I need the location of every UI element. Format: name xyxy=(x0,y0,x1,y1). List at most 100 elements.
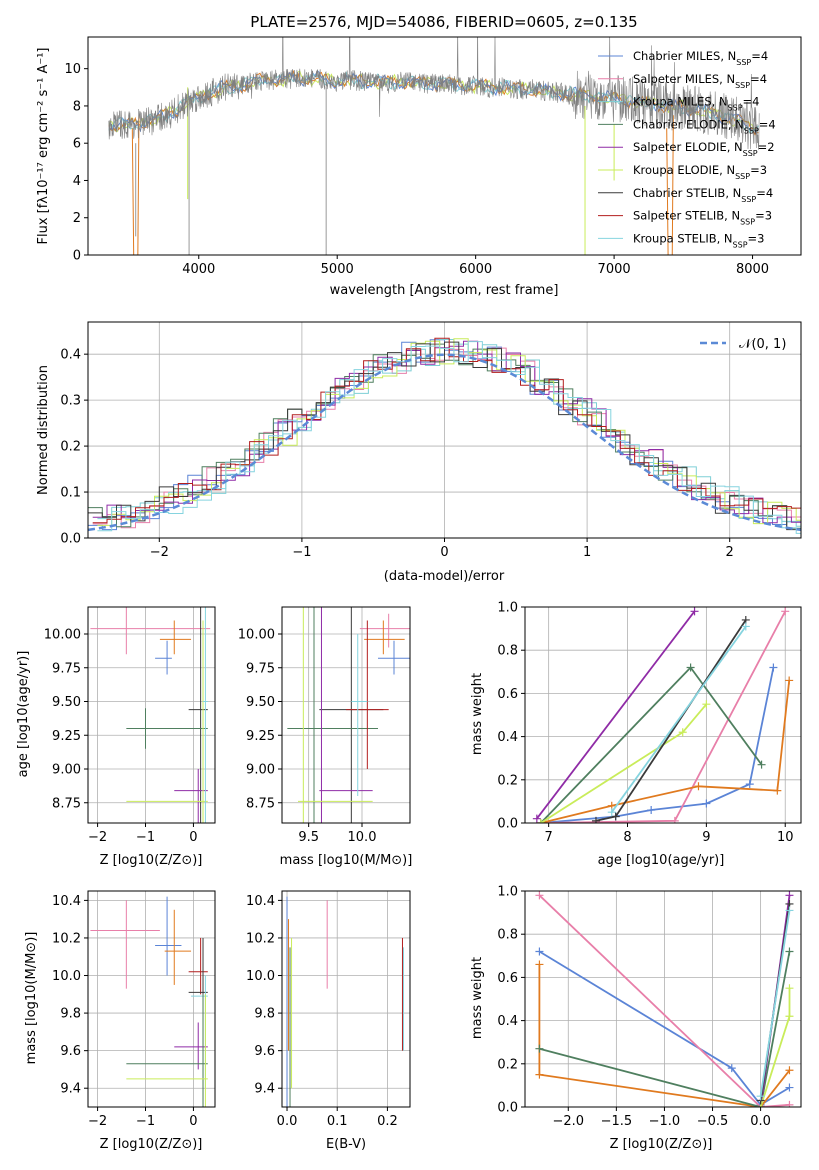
p3-xtick-label: −1 xyxy=(136,830,155,845)
histogram-xlabel: (data-model)/error xyxy=(384,569,505,584)
histogram-ytick-label: 0.2 xyxy=(60,440,81,455)
spectrum-xtick-label: 5000 xyxy=(321,262,354,277)
histogram-ytick-label: 0.1 xyxy=(60,486,81,501)
p4-ytick-label: 9.00 xyxy=(246,763,275,778)
p6-xlabel: Z [log10(Z/Z⊙)] xyxy=(100,1137,203,1152)
spectrum-frame xyxy=(87,36,802,256)
histogram-xtick-label: 2 xyxy=(726,545,734,560)
p5-xlabel: age [log10(age/yr)] xyxy=(598,853,725,868)
model-drop-line xyxy=(131,115,140,255)
spectrum-plot-area xyxy=(108,37,760,255)
p8-xtick-label: −0.5 xyxy=(697,1114,729,1129)
p4-ytick-label: 9.25 xyxy=(246,729,275,744)
p7-xtick-label: 0.2 xyxy=(377,1114,398,1129)
weight-marker xyxy=(536,819,545,823)
weight-marker xyxy=(690,607,699,616)
spectrum-xtick-label: 7000 xyxy=(598,262,631,277)
spectrum-ytick-label: 4 xyxy=(73,174,81,189)
p3-ylabel: age [log10(age/yr)] xyxy=(16,651,31,778)
p3-ytick-label: 10.00 xyxy=(44,628,81,643)
spectrum-legend: Chabrier MILES, NSSP=4 Salpeter MILES, NS… xyxy=(598,49,776,249)
p7-ytick-label: 9.6 xyxy=(254,1044,275,1059)
weight-line xyxy=(540,680,791,823)
p8-xtick-label: −1.5 xyxy=(601,1114,633,1129)
p8-ytick-label: 0.6 xyxy=(497,971,518,986)
p8-frame xyxy=(524,890,802,1108)
p3-plot-area xyxy=(90,607,211,823)
p8-ytick-label: 0.0 xyxy=(497,1101,518,1116)
histogram-ytick-label: 0.4 xyxy=(60,348,81,363)
p4-plot-area xyxy=(287,607,410,823)
p5-ytick-label: 0.0 xyxy=(497,817,518,832)
p6-ytick-label: 9.6 xyxy=(60,1044,81,1059)
p6-ytick-label: 10.4 xyxy=(52,894,81,909)
p7-ytick-label: 10.0 xyxy=(246,969,275,984)
spectrum-xtick-label: 6000 xyxy=(459,262,492,277)
p8-xtick-label: 0.0 xyxy=(750,1114,771,1129)
p4-xtick-label: 10.0 xyxy=(348,830,377,845)
p4-ytick-label: 9.50 xyxy=(246,695,275,710)
weight-line xyxy=(759,910,791,1097)
p6-ytick-label: 10.0 xyxy=(52,969,81,984)
weight-line xyxy=(538,964,791,1107)
p3-xtick-label: −2 xyxy=(88,830,107,845)
p6-ytick-label: 9.8 xyxy=(60,1007,81,1022)
weight-line xyxy=(759,988,791,1107)
p4-xtick-label: 9.5 xyxy=(298,830,319,845)
p3-ytick-label: 9.75 xyxy=(52,661,81,676)
spectrum-panel: 4000 5000 6000 7000 8000 0 2 4 6 8 10 xyxy=(64,36,802,277)
legend-entry: Salpeter ELODIE, NSSP=2 xyxy=(633,140,775,158)
p3-ytick-label: 8.75 xyxy=(52,796,81,811)
age-vs-mass-panel: 9.5 10.0 8.75 9.00 9.25 9.50 9.75 10.00 xyxy=(238,606,411,845)
weight-line xyxy=(536,610,696,820)
histogram-xtick-label: −2 xyxy=(150,545,169,560)
p7-plot-area xyxy=(286,896,404,1107)
p5-frame xyxy=(524,606,802,824)
histogram-ytick-label: 0.0 xyxy=(60,532,81,547)
spectrum-ytick-label: 10 xyxy=(64,62,81,77)
residual-histogram-series xyxy=(97,339,801,527)
p6-xtick-label: 0 xyxy=(189,1114,197,1129)
p5-ylabel: mass weight xyxy=(470,673,485,755)
p8-xtick-label: −2.0 xyxy=(552,1114,584,1129)
legend-entry: Salpeter MILES, NSSP=4 xyxy=(633,72,767,90)
data-spectrum-line xyxy=(108,37,760,150)
weight-line xyxy=(540,667,775,823)
p4-frame xyxy=(281,606,411,824)
spectrum-ytick-label: 0 xyxy=(73,249,81,264)
residual-histogram-series xyxy=(92,347,801,529)
spectrum-ylabel: Flux [fλ10⁻¹⁷ erg cm⁻² s⁻¹ A⁻¹] xyxy=(36,48,51,245)
model-spectrum-line xyxy=(108,71,759,134)
p5-ytick-label: 0.4 xyxy=(497,730,518,745)
svg-text:𝒩(0, 1): 𝒩(0, 1) xyxy=(739,337,786,352)
p7-xtick-label: 0.1 xyxy=(327,1114,348,1129)
p7-xtick-label: 0.0 xyxy=(277,1114,298,1129)
p7-xlabel: E(B-V) xyxy=(326,1137,366,1152)
p6-ytick-label: 10.2 xyxy=(52,931,81,946)
p4-ytick-label: 10.00 xyxy=(238,628,275,643)
p6-plot-area xyxy=(90,896,208,1107)
spectrum-ytick-label: 2 xyxy=(73,211,81,226)
p7-frame xyxy=(281,890,411,1108)
p7-ytick-label: 9.8 xyxy=(254,1007,275,1022)
p6-ylabel: mass [log10(M/M⊙)] xyxy=(24,932,39,1065)
p5-ytick-label: 1.0 xyxy=(497,601,518,616)
p7-ytick-label: 10.4 xyxy=(246,894,275,909)
mass-weight-vs-metallicity-panel: −2.0 −1.5 −1.0 −0.5 0.0 0.0 0.2 0.4 0.6 0.8 1.0 xyxy=(497,885,802,1129)
p6-frame xyxy=(87,890,216,1108)
legend-entry: Chabrier STELIB, NSSP=4 xyxy=(633,186,773,204)
p3-xtick-label: 0 xyxy=(189,830,197,845)
weight-line xyxy=(540,610,786,823)
histogram-ytick-label: 0.3 xyxy=(60,394,81,409)
p4-ytick-label: 9.75 xyxy=(246,661,275,676)
histogram-plot-area xyxy=(88,337,801,534)
spectrum-xtick-label: 4000 xyxy=(182,262,215,277)
spectrum-ytick-label: 8 xyxy=(73,99,81,114)
p8-xtick-label: −1.0 xyxy=(649,1114,681,1129)
histogram-panel: −2 −1 0 1 2 0.0 0.1 0.2 0.3 0.4 xyxy=(60,321,802,560)
histogram-ylabel: Normed distribution xyxy=(36,365,51,495)
p3-ytick-label: 9.50 xyxy=(52,695,81,710)
mass-vs-extinction-panel: 0.0 0.1 0.2 9.4 9.6 9.8 10.0 10.2 10.4 xyxy=(246,890,411,1129)
legend-entry: Chabrier ELODIE, NSSP=4 xyxy=(633,117,776,135)
